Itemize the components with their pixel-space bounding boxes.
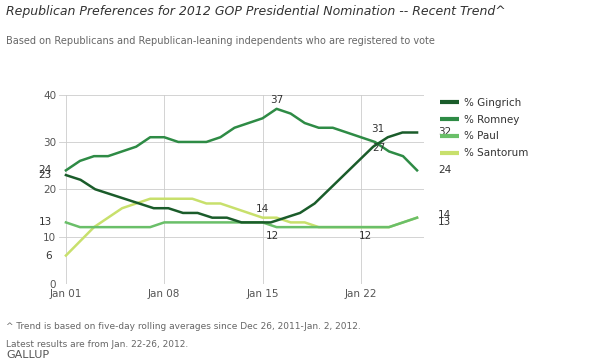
Text: Based on Republicans and Republican-leaning independents who are registered to v: Based on Republicans and Republican-lean…: [6, 36, 435, 46]
Text: 23: 23: [39, 170, 52, 180]
Text: 12: 12: [359, 231, 372, 241]
Text: 6: 6: [45, 250, 52, 261]
Text: 24: 24: [39, 165, 52, 175]
Text: Republican Preferences for 2012 GOP Presidential Nomination -- Recent Trend^: Republican Preferences for 2012 GOP Pres…: [6, 5, 505, 19]
Text: 13: 13: [438, 217, 451, 228]
Text: 24: 24: [438, 165, 451, 175]
Text: 31: 31: [370, 124, 384, 134]
Text: 37: 37: [270, 95, 283, 105]
Text: ^ Trend is based on five-day rolling averages since Dec 26, 2011-Jan. 2, 2012.: ^ Trend is based on five-day rolling ave…: [6, 322, 360, 331]
Text: 14: 14: [256, 204, 269, 214]
Legend: % Gingrich, % Romney, % Paul, % Santorum: % Gingrich, % Romney, % Paul, % Santorum: [440, 98, 528, 158]
Text: Latest results are from Jan. 22-26, 2012.: Latest results are from Jan. 22-26, 2012…: [6, 340, 188, 349]
Text: 27: 27: [372, 143, 386, 153]
Text: 13: 13: [39, 217, 52, 228]
Text: 32: 32: [438, 127, 451, 138]
Text: 14: 14: [438, 210, 451, 220]
Text: GALLUP: GALLUP: [6, 351, 49, 360]
Text: 12: 12: [266, 231, 279, 241]
